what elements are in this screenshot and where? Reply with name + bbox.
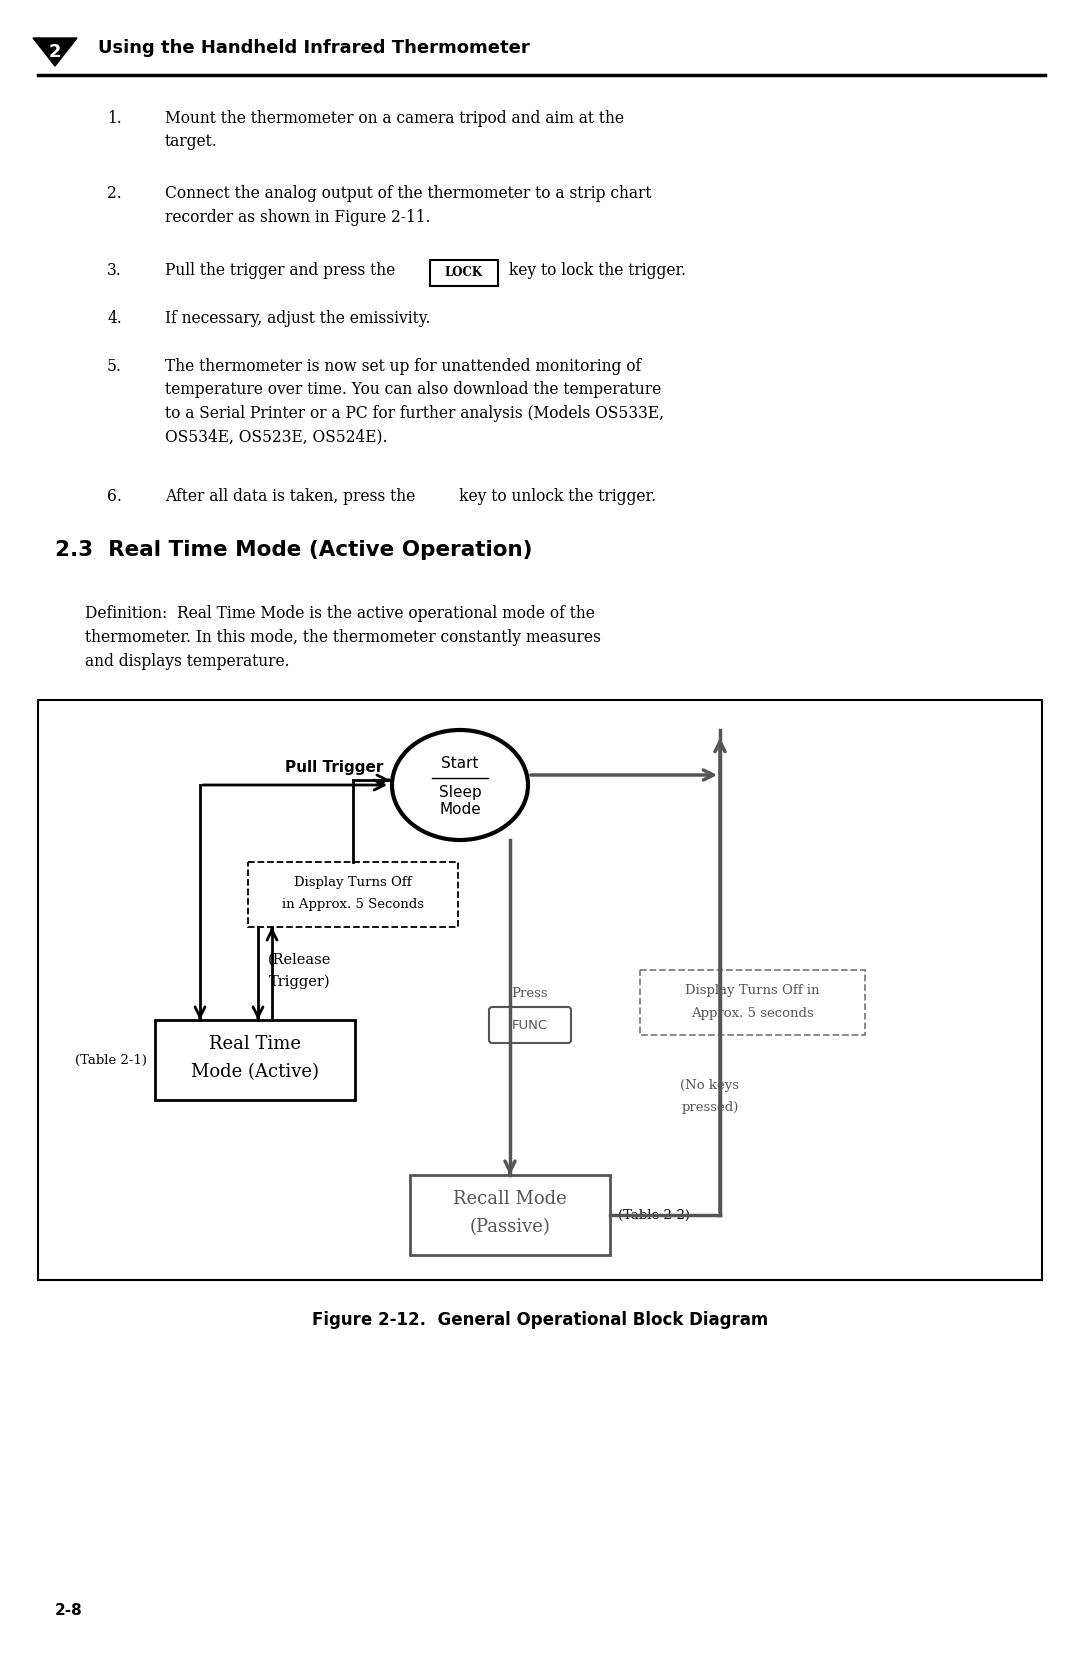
Text: FUNC: FUNC bbox=[512, 1018, 548, 1031]
Text: After all data is taken, press the         key to unlock the trigger.: After all data is taken, press the key t… bbox=[165, 487, 657, 506]
Text: Connect the analog output of the thermometer to a strip chart
recorder as shown : Connect the analog output of the thermom… bbox=[165, 185, 651, 225]
Text: 5.: 5. bbox=[107, 357, 122, 376]
Bar bbox=[38, 699, 1042, 1280]
Text: Figure 2-12.  General Operational Block Diagram: Figure 2-12. General Operational Block D… bbox=[312, 1312, 768, 1329]
Ellipse shape bbox=[392, 729, 528, 840]
Text: Approx. 5 seconds: Approx. 5 seconds bbox=[691, 1006, 814, 1020]
Text: key to lock the trigger.: key to lock the trigger. bbox=[504, 262, 686, 279]
Text: 1.: 1. bbox=[107, 110, 122, 127]
Text: Sleep: Sleep bbox=[438, 784, 482, 799]
Text: 3.: 3. bbox=[107, 262, 122, 279]
Bar bbox=[640, 970, 865, 1035]
Text: Start: Start bbox=[442, 756, 478, 771]
Text: LOCK: LOCK bbox=[445, 267, 483, 279]
Text: 6.: 6. bbox=[107, 487, 122, 506]
Text: 2-8: 2-8 bbox=[55, 1602, 83, 1617]
Text: Mode (Active): Mode (Active) bbox=[191, 1063, 319, 1082]
Polygon shape bbox=[33, 38, 77, 67]
Text: 2.3  Real Time Mode (Active Operation): 2.3 Real Time Mode (Active Operation) bbox=[55, 541, 532, 561]
Text: (Table 2-1): (Table 2-1) bbox=[75, 1053, 147, 1066]
Text: Mode: Mode bbox=[440, 801, 481, 816]
Text: Definition:  Real Time Mode is the active operational mode of the
thermometer. I: Definition: Real Time Mode is the active… bbox=[85, 604, 600, 671]
Text: Mount the thermometer on a camera tripod and aim at the
target.: Mount the thermometer on a camera tripod… bbox=[165, 110, 624, 150]
Text: Recall Mode: Recall Mode bbox=[454, 1190, 567, 1208]
FancyBboxPatch shape bbox=[489, 1006, 571, 1043]
Text: (No keys: (No keys bbox=[680, 1078, 740, 1092]
Bar bbox=[430, 260, 498, 285]
Text: The thermometer is now set up for unattended monitoring of
temperature over time: The thermometer is now set up for unatte… bbox=[165, 357, 664, 446]
Text: Pull the trigger and press the: Pull the trigger and press the bbox=[165, 262, 400, 279]
Text: pressed): pressed) bbox=[681, 1100, 739, 1113]
Text: Pull Trigger: Pull Trigger bbox=[285, 759, 383, 774]
Bar bbox=[248, 861, 458, 926]
Text: 4.: 4. bbox=[107, 310, 122, 327]
Text: Press: Press bbox=[512, 986, 549, 1000]
Text: Display Turns Off: Display Turns Off bbox=[294, 876, 411, 888]
Text: in Approx. 5 Seconds: in Approx. 5 Seconds bbox=[282, 898, 424, 911]
Text: Real Time: Real Time bbox=[210, 1035, 301, 1053]
Text: If necessary, adjust the emissivity.: If necessary, adjust the emissivity. bbox=[165, 310, 431, 327]
Text: (Release: (Release bbox=[268, 953, 332, 966]
Text: 2: 2 bbox=[49, 43, 62, 62]
Text: (Passive): (Passive) bbox=[470, 1218, 551, 1237]
Text: (Table 2-2): (Table 2-2) bbox=[618, 1208, 690, 1222]
Text: Display Turns Off in: Display Turns Off in bbox=[685, 983, 820, 996]
Bar bbox=[156, 1020, 355, 1100]
Bar bbox=[410, 1175, 610, 1255]
Text: 2.: 2. bbox=[107, 185, 122, 202]
Text: Using the Handheld Infrared Thermometer: Using the Handheld Infrared Thermometer bbox=[98, 38, 530, 57]
Text: Trigger): Trigger) bbox=[269, 975, 330, 990]
